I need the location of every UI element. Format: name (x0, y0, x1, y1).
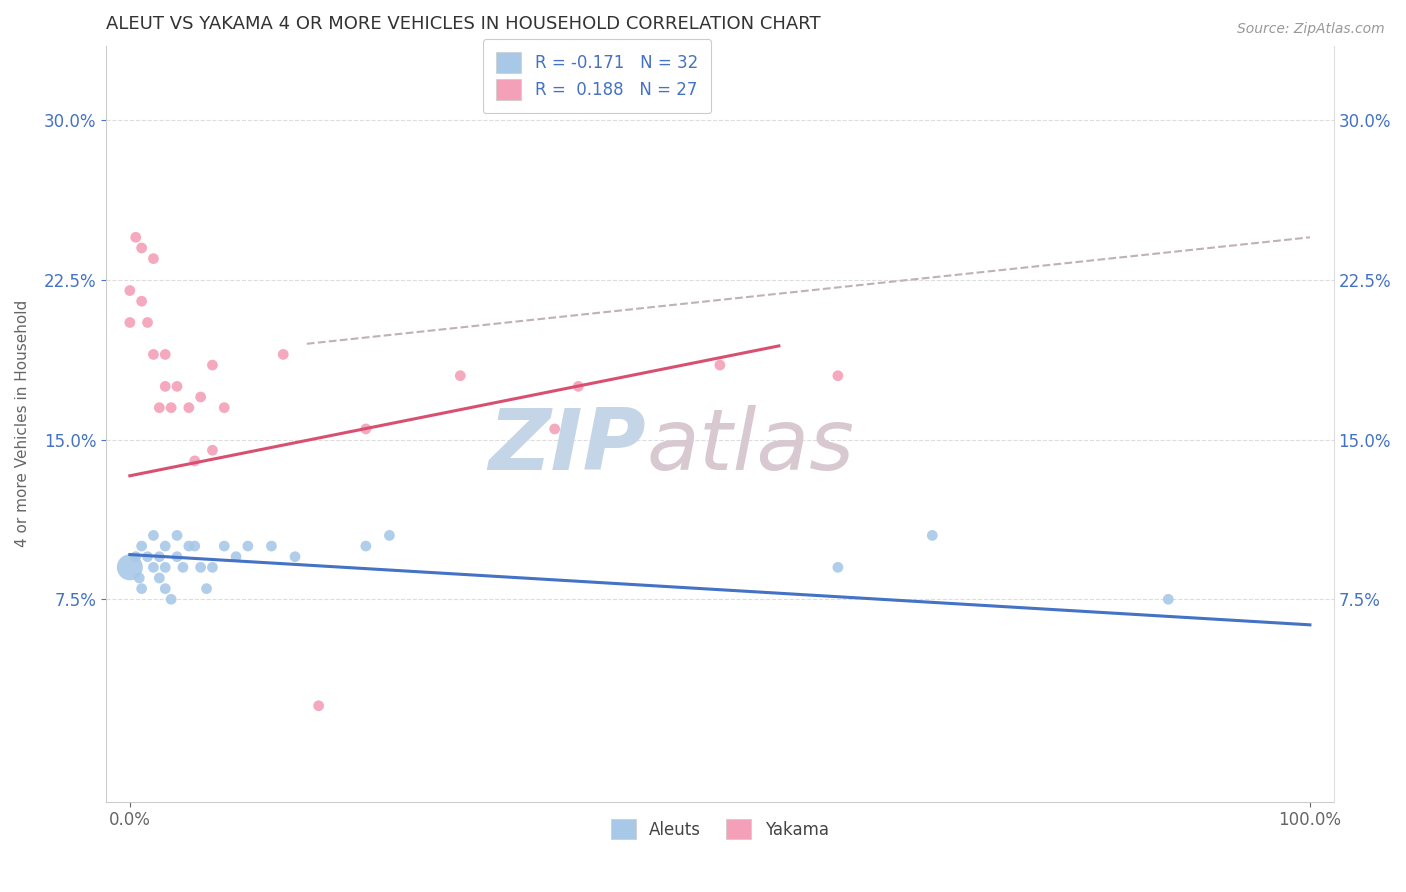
Point (177, 539, 200, 553)
Point (172, 560, 194, 574)
Point (225, 549, 247, 564)
Point (1157, 592, 1180, 607)
Point (131, 241, 153, 255)
Legend: Aleuts, Yakama: Aleuts, Yakama (605, 813, 835, 847)
Point (155, 560, 177, 574)
Point (236, 539, 259, 553)
Point (449, 368, 471, 383)
Point (148, 401, 170, 415)
Point (212, 401, 235, 415)
Point (131, 294, 153, 309)
Point (260, 539, 283, 553)
Point (354, 539, 377, 553)
Point (118, 560, 141, 574)
Text: ZIP: ZIP (489, 405, 647, 488)
Point (184, 454, 207, 468)
Point (136, 549, 159, 564)
Point (118, 284, 141, 298)
Point (131, 539, 153, 553)
Point (155, 539, 177, 553)
Point (160, 592, 183, 607)
Point (201, 443, 224, 458)
Point (921, 528, 943, 542)
Point (142, 252, 165, 266)
Point (142, 528, 165, 542)
Point (131, 582, 153, 596)
Text: atlas: atlas (647, 405, 855, 488)
Point (190, 390, 212, 404)
Point (177, 401, 200, 415)
Point (354, 422, 377, 436)
Point (201, 358, 224, 372)
Point (118, 316, 141, 330)
Point (827, 368, 849, 383)
Point (271, 347, 294, 361)
Text: Source: ZipAtlas.com: Source: ZipAtlas.com (1237, 22, 1385, 37)
Point (148, 549, 170, 564)
Point (308, 698, 330, 713)
Point (155, 347, 177, 361)
Point (184, 539, 207, 553)
Point (142, 347, 165, 361)
Point (128, 571, 150, 585)
Y-axis label: 4 or more Vehicles in Household: 4 or more Vehicles in Household (15, 300, 30, 548)
Point (201, 560, 224, 574)
Point (160, 401, 183, 415)
Point (125, 549, 148, 564)
Point (378, 528, 401, 542)
Point (166, 379, 188, 393)
Point (212, 539, 235, 553)
Point (284, 549, 307, 564)
Point (543, 422, 565, 436)
Point (166, 528, 188, 542)
Point (155, 379, 177, 393)
Point (142, 560, 165, 574)
Point (136, 316, 159, 330)
Point (195, 582, 218, 596)
Text: ALEUT VS YAKAMA 4 OR MORE VEHICLES IN HOUSEHOLD CORRELATION CHART: ALEUT VS YAKAMA 4 OR MORE VEHICLES IN HO… (107, 15, 821, 33)
Point (166, 549, 188, 564)
Point (567, 379, 589, 393)
Point (148, 571, 170, 585)
Point (125, 230, 148, 244)
Point (709, 358, 731, 372)
Point (827, 560, 849, 574)
Point (190, 560, 212, 574)
Point (155, 582, 177, 596)
